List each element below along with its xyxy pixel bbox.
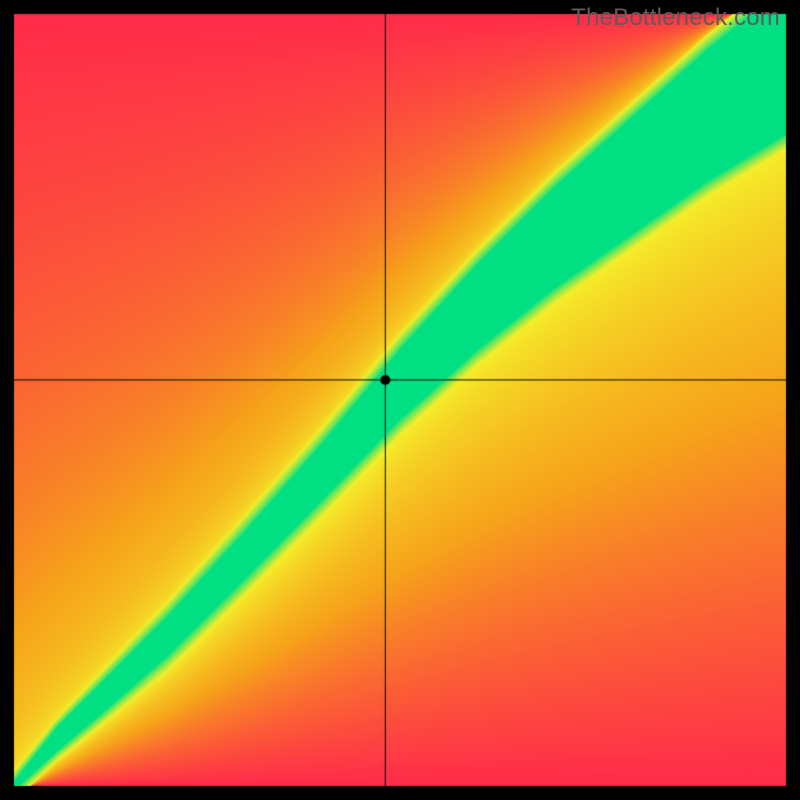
watermark-text: TheBottleneck.com xyxy=(571,4,780,32)
bottleneck-heatmap xyxy=(0,0,800,800)
chart-container: TheBottleneck.com xyxy=(0,0,800,800)
